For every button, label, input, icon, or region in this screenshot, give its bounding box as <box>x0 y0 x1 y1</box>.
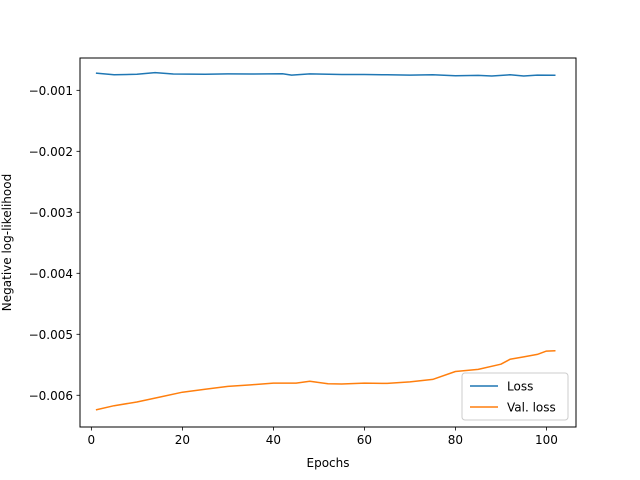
y-tick-label: −0.002 <box>29 145 73 159</box>
y-axis-title: Negative log-likelihood <box>0 174 14 311</box>
x-tick-label: 60 <box>357 433 372 447</box>
x-tick-label: 80 <box>448 433 463 447</box>
legend-label-loss: Loss <box>507 380 533 394</box>
y-tick-label: −0.006 <box>29 389 73 403</box>
legend-label-val-loss: Val. loss <box>507 401 556 415</box>
x-tick-label: 100 <box>535 433 558 447</box>
x-tick-label: 20 <box>175 433 190 447</box>
axis-ticks: 0 20 40 60 80 100 −0.001 −0.002 −0.003 −0.004 −0.0… <box>29 84 558 447</box>
plot-area <box>80 58 576 427</box>
x-axis-title: Epochs <box>307 456 350 470</box>
series-line-val-loss <box>95 350 556 411</box>
series-lines <box>95 71 556 411</box>
y-tick-label: −0.005 <box>29 328 73 342</box>
legend-box <box>461 372 569 421</box>
legend: Loss Val. loss <box>461 372 569 421</box>
x-tick-label: 40 <box>266 433 281 447</box>
x-tick-label: 0 <box>88 433 96 447</box>
plot-frame <box>79 57 577 428</box>
y-tick-label: −0.004 <box>29 267 73 281</box>
series-line-loss <box>95 71 556 77</box>
y-tick-label: −0.001 <box>29 84 73 98</box>
y-tick-label: −0.003 <box>29 206 73 220</box>
